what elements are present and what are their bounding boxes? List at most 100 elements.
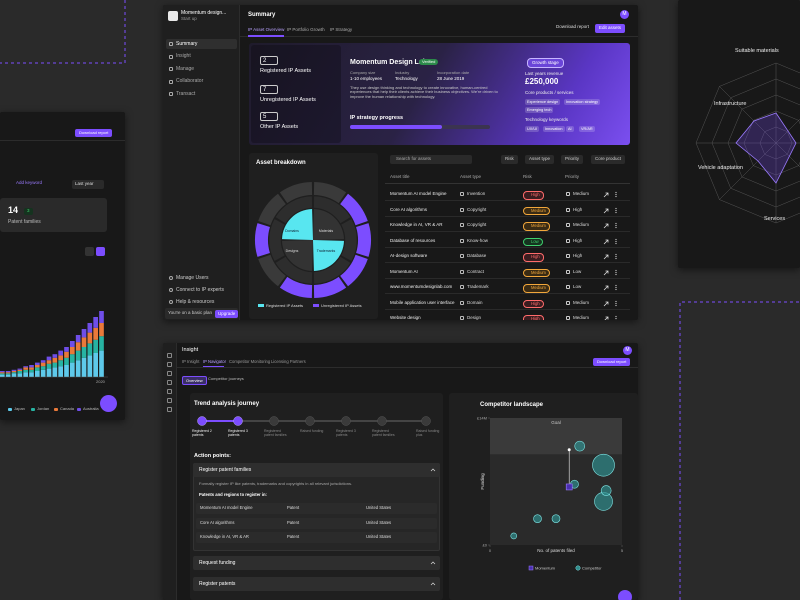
row-actions [603,207,617,213]
tab[interactable]: Licensing Partners [271,359,306,364]
row-actions [603,191,617,198]
upgrade-button[interactable]: Upgrade [215,310,239,318]
tab[interactable]: IP Asset Overview [248,27,285,32]
bar-segment [52,367,58,377]
bar-segment [58,350,63,356]
tab[interactable]: IP Insight [182,359,200,364]
middle-segment [313,256,352,285]
goal-region [490,418,622,455]
tab[interactable]: Competitor Monitoring [229,359,271,364]
nav-item[interactable]: Manage [176,65,195,72]
avatar[interactable]: M [623,346,632,355]
chat-button[interactable] [618,590,632,600]
accordion-title[interactable]: Register patent families [199,467,252,473]
nav-item[interactable]: Insight [176,53,191,59]
nav-item[interactable]: Manage Users [176,274,209,281]
add-keyword[interactable]: Add keyword [16,180,43,185]
filter-dropdown[interactable]: Risk [501,155,518,164]
subtab[interactable]: Overview [182,376,207,386]
description: They use design thinking and technology … [350,85,498,99]
accordion-title[interactable]: Register patents [199,581,236,587]
patent-row [196,503,437,514]
download-report[interactable]: Download report [75,129,113,138]
bar-segment [81,337,87,347]
bar-segment [46,360,52,364]
legend-label: Momentum [535,566,556,571]
nav-item[interactable]: Transact [176,90,196,97]
bar-segment [99,350,104,377]
bar-segment [5,372,11,374]
company-stage: Start up [181,16,197,21]
priority: High [573,206,583,212]
accordion-collapsed [193,577,440,591]
journey-track [197,416,431,426]
priority-icon [566,316,570,320]
type-icon [460,238,464,243]
edit-assets[interactable]: Edit assets [595,24,626,33]
nav-item[interactable]: Summary [176,40,198,47]
chat-button[interactable] [100,395,117,412]
bar-segment [64,347,69,352]
step-dot [305,416,315,426]
tab[interactable]: IP Portfolio Growth [287,27,325,32]
patent-row [196,517,437,529]
nav-item[interactable]: Connect to IP experts [176,286,224,293]
search-input[interactable]: Search for assets [390,155,472,164]
legend-swatch [8,408,12,411]
tab-indicator [203,366,224,367]
breakdown-title: Asset breakdown [256,160,306,166]
accordion-title[interactable]: Request funding [199,560,236,566]
right-window: Suitable materials Infrastructure Vehicle … [678,0,800,268]
patent-name: Knowledge in AI, VR & AR [200,534,249,539]
radar [695,62,800,224]
bar-segment [17,369,23,371]
bar-segment [29,372,34,377]
caret [430,561,436,565]
caret [430,582,436,586]
menu-dot [615,191,617,194]
menu-dot [615,317,617,320]
step-dot [197,416,207,426]
inner-segment [313,209,344,240]
view-toggle[interactable] [96,247,105,256]
sidebar-icon [167,389,172,394]
priority: Medium [573,299,590,305]
verified-badge: Verified [419,59,439,66]
caret [430,468,436,472]
row-divider [385,308,630,309]
asset-title: Core AI algorithms [390,206,428,212]
menu-dot [615,284,617,287]
stacked-bars [0,311,108,378]
bar-segment [29,367,34,370]
tab[interactable]: IP Navigator [203,359,226,364]
open-arrow [603,208,609,213]
stat-badge: 3 [24,208,33,215]
nav-item[interactable]: Help & resources [176,298,215,305]
subtab[interactable]: Competitor journeys [208,376,244,381]
row-actions [603,253,617,260]
filter-dropdown[interactable]: Core product [591,155,626,164]
donut: Domains Materials Designs Trademarks [255,182,371,298]
tab[interactable]: IP Strategy [330,27,353,32]
type-icon [460,300,464,305]
menu-dot [615,273,617,275]
filter-dropdown[interactable]: Priority [561,155,584,164]
accordion-header [193,463,440,477]
bar-segment [35,362,40,365]
open-arrow [603,270,609,275]
download-report[interactable]: Download report [593,358,631,367]
asset-title: Database of resources [390,237,436,243]
filter-dropdown[interactable]: Asset type [525,155,555,164]
bar-segment [17,373,23,377]
competitor-bubble [574,440,586,452]
outer-segment [255,223,270,257]
nav-item[interactable]: Collaborator [176,78,204,84]
download-report[interactable]: Download report [556,24,590,29]
legend-label: Unregistered IP Assets [321,303,362,308]
avatar[interactable]: M [620,10,629,19]
view-toggle[interactable] [85,247,94,256]
menu-dot [615,193,617,196]
period-dropdown[interactable]: Last year [72,180,104,189]
priority: Medium [573,222,590,227]
bar-segment [40,366,46,370]
